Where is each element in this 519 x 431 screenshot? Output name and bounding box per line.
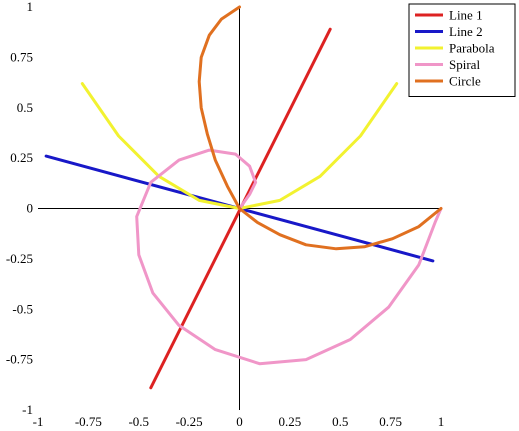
- y-tick-label: 0.75: [10, 49, 33, 64]
- y-tick-label: 0.5: [17, 100, 33, 115]
- legend-label: Line 2: [449, 24, 483, 39]
- series-lines: [44, 5, 443, 390]
- x-tick-label: -0.5: [128, 414, 149, 429]
- y-tick-label: 0.25: [10, 150, 33, 165]
- x-tick-label: 0.75: [379, 414, 402, 429]
- x-tick-label: 0: [236, 414, 243, 429]
- y-tick-label: -0.75: [6, 352, 33, 367]
- y-tick-label: -1: [22, 402, 33, 417]
- x-tick-label: 0.5: [332, 414, 348, 429]
- y-tick-label: -0.25: [6, 251, 33, 266]
- x-tick-label: 0.25: [279, 414, 302, 429]
- x-tick-label: 1: [438, 414, 445, 429]
- legend-label: Spiral: [449, 57, 480, 72]
- x-tick-label: -0.25: [176, 414, 203, 429]
- y-tick-label: 0: [27, 201, 34, 216]
- tick-labels: -1 -0.75 -0.5 -0.25 0 0.25 0.5 0.75 1 1 0.75 0.5 0.2…: [6, 0, 444, 429]
- legend-label: Line 1: [449, 8, 483, 23]
- y-tick-label: 1: [27, 0, 34, 14]
- x-tick-label: -0.75: [75, 414, 102, 429]
- x-tick-label: -1: [33, 414, 44, 429]
- legend-label: Circle: [449, 74, 481, 89]
- series-spiral: [135, 148, 443, 366]
- y-tick-label: -0.5: [12, 301, 33, 316]
- legend-label: Parabola: [449, 41, 495, 56]
- series-circle: [197, 5, 443, 251]
